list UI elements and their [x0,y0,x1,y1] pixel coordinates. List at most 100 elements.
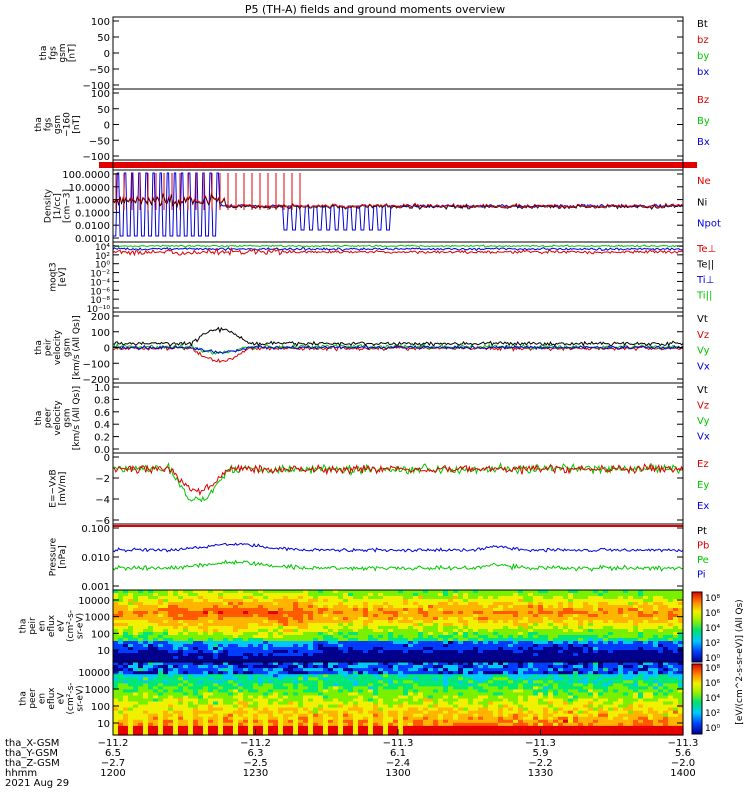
heatmap-cell [423,683,429,687]
heatmap-cell [163,701,169,706]
heatmap-cell [143,593,149,597]
heatmap-cell [178,659,184,663]
heatmap-cell [228,707,234,712]
heatmap-cell [583,659,589,663]
heatmap-cell [358,686,364,690]
heatmap-cell [508,608,514,612]
heatmap-cell [268,632,274,636]
heatmap-cell [288,692,294,696]
heatmap-cell [248,701,254,706]
heatmap-cell [573,611,579,615]
heatmap-cell [423,623,429,627]
heatmap-cell [398,713,404,718]
heatmap-cell [293,725,299,730]
heatmap-cell [268,638,274,642]
heatmap-cell [553,635,559,639]
heatmap-cell [113,713,119,718]
heatmap-cell [318,698,324,703]
heatmap-cell [193,602,199,606]
legend-entry: Vx [697,432,710,443]
heatmap-cell [398,647,404,651]
heatmap-cell [538,695,544,700]
heatmap-cell [168,605,174,609]
legend-entry: Pb [697,541,709,552]
heatmap-cell [388,674,394,678]
heatmap-cell [598,602,604,606]
heatmap-cell [258,662,264,666]
heatmap-cell [523,677,529,681]
heatmap-cell [468,629,474,633]
heatmap-cell [423,590,429,594]
heatmap-cell [323,635,329,639]
heatmap-cell [168,704,174,709]
heatmap-cell [398,698,404,703]
heatmap-cell [253,626,259,630]
heatmap-cell [598,605,604,609]
heatmap-cell [283,722,289,727]
heatmap-cell [268,596,274,600]
heatmap-cell [528,590,534,594]
heatmap-cell [228,605,234,609]
heatmap-cell [648,620,654,624]
heatmap-cell [478,626,484,630]
heatmap-cell [158,728,164,733]
heatmap-cell [398,644,404,648]
heatmap-cell [508,683,514,687]
heatmap-cell [468,590,474,594]
heatmap-cell [628,590,634,594]
heatmap-cell [183,590,189,594]
heatmap-cell [163,653,169,657]
heatmap-cell [213,626,219,630]
heatmap-cell [178,608,184,612]
heatmap-cell [148,605,154,609]
heatmap-cell [198,593,204,597]
heatmap-cell [523,701,529,706]
heatmap-cell [163,683,169,687]
heatmap-cell [633,617,639,621]
heatmap-cell [668,656,674,660]
heatmap-cell [468,641,474,645]
heatmap-cell [553,665,559,669]
heatmap-cell [423,617,429,621]
heatmap-cell [428,689,434,693]
heatmap-cell [163,632,169,636]
heatmap-cell [548,686,554,690]
heatmap-cell [193,692,199,696]
heatmap-cell [463,695,469,700]
heatmap-cell [233,689,239,693]
heatmap-cell [363,638,369,642]
heatmap-cell [273,698,279,703]
heatmap-cell [128,602,134,606]
heatmap-cell [173,698,179,703]
heatmap-cell [548,644,554,648]
heatmap-cell [253,686,259,690]
heatmap-cell [193,725,199,730]
heatmap-cell [463,683,469,687]
heatmap-cell [393,674,399,678]
heatmap-cell [308,629,314,633]
heatmap-cell [193,704,199,709]
heatmap-cell [398,722,404,727]
heatmap-cell [113,689,119,693]
heatmap-cell [388,662,394,666]
heatmap-cell [443,650,449,654]
heatmap-cell [403,620,409,624]
heatmap-cell [508,605,514,609]
heatmap-cell [408,662,414,666]
heatmap-cell [303,590,309,594]
heatmap-cell [188,632,194,636]
heatmap-cell [608,641,614,645]
heatmap-cell [678,590,684,594]
heatmap-cell [318,732,324,736]
heatmap-cell [443,692,449,696]
heatmap-cell [478,629,484,633]
heatmap-cell [533,650,539,654]
heatmap-cell [273,719,279,724]
y-tick-label: 0.0010 [75,234,110,245]
heatmap-cell [478,650,484,654]
heatmap-cell [283,626,289,630]
heatmap-cell [118,623,124,627]
heatmap-cell [673,659,679,663]
heatmap-cell [163,644,169,648]
